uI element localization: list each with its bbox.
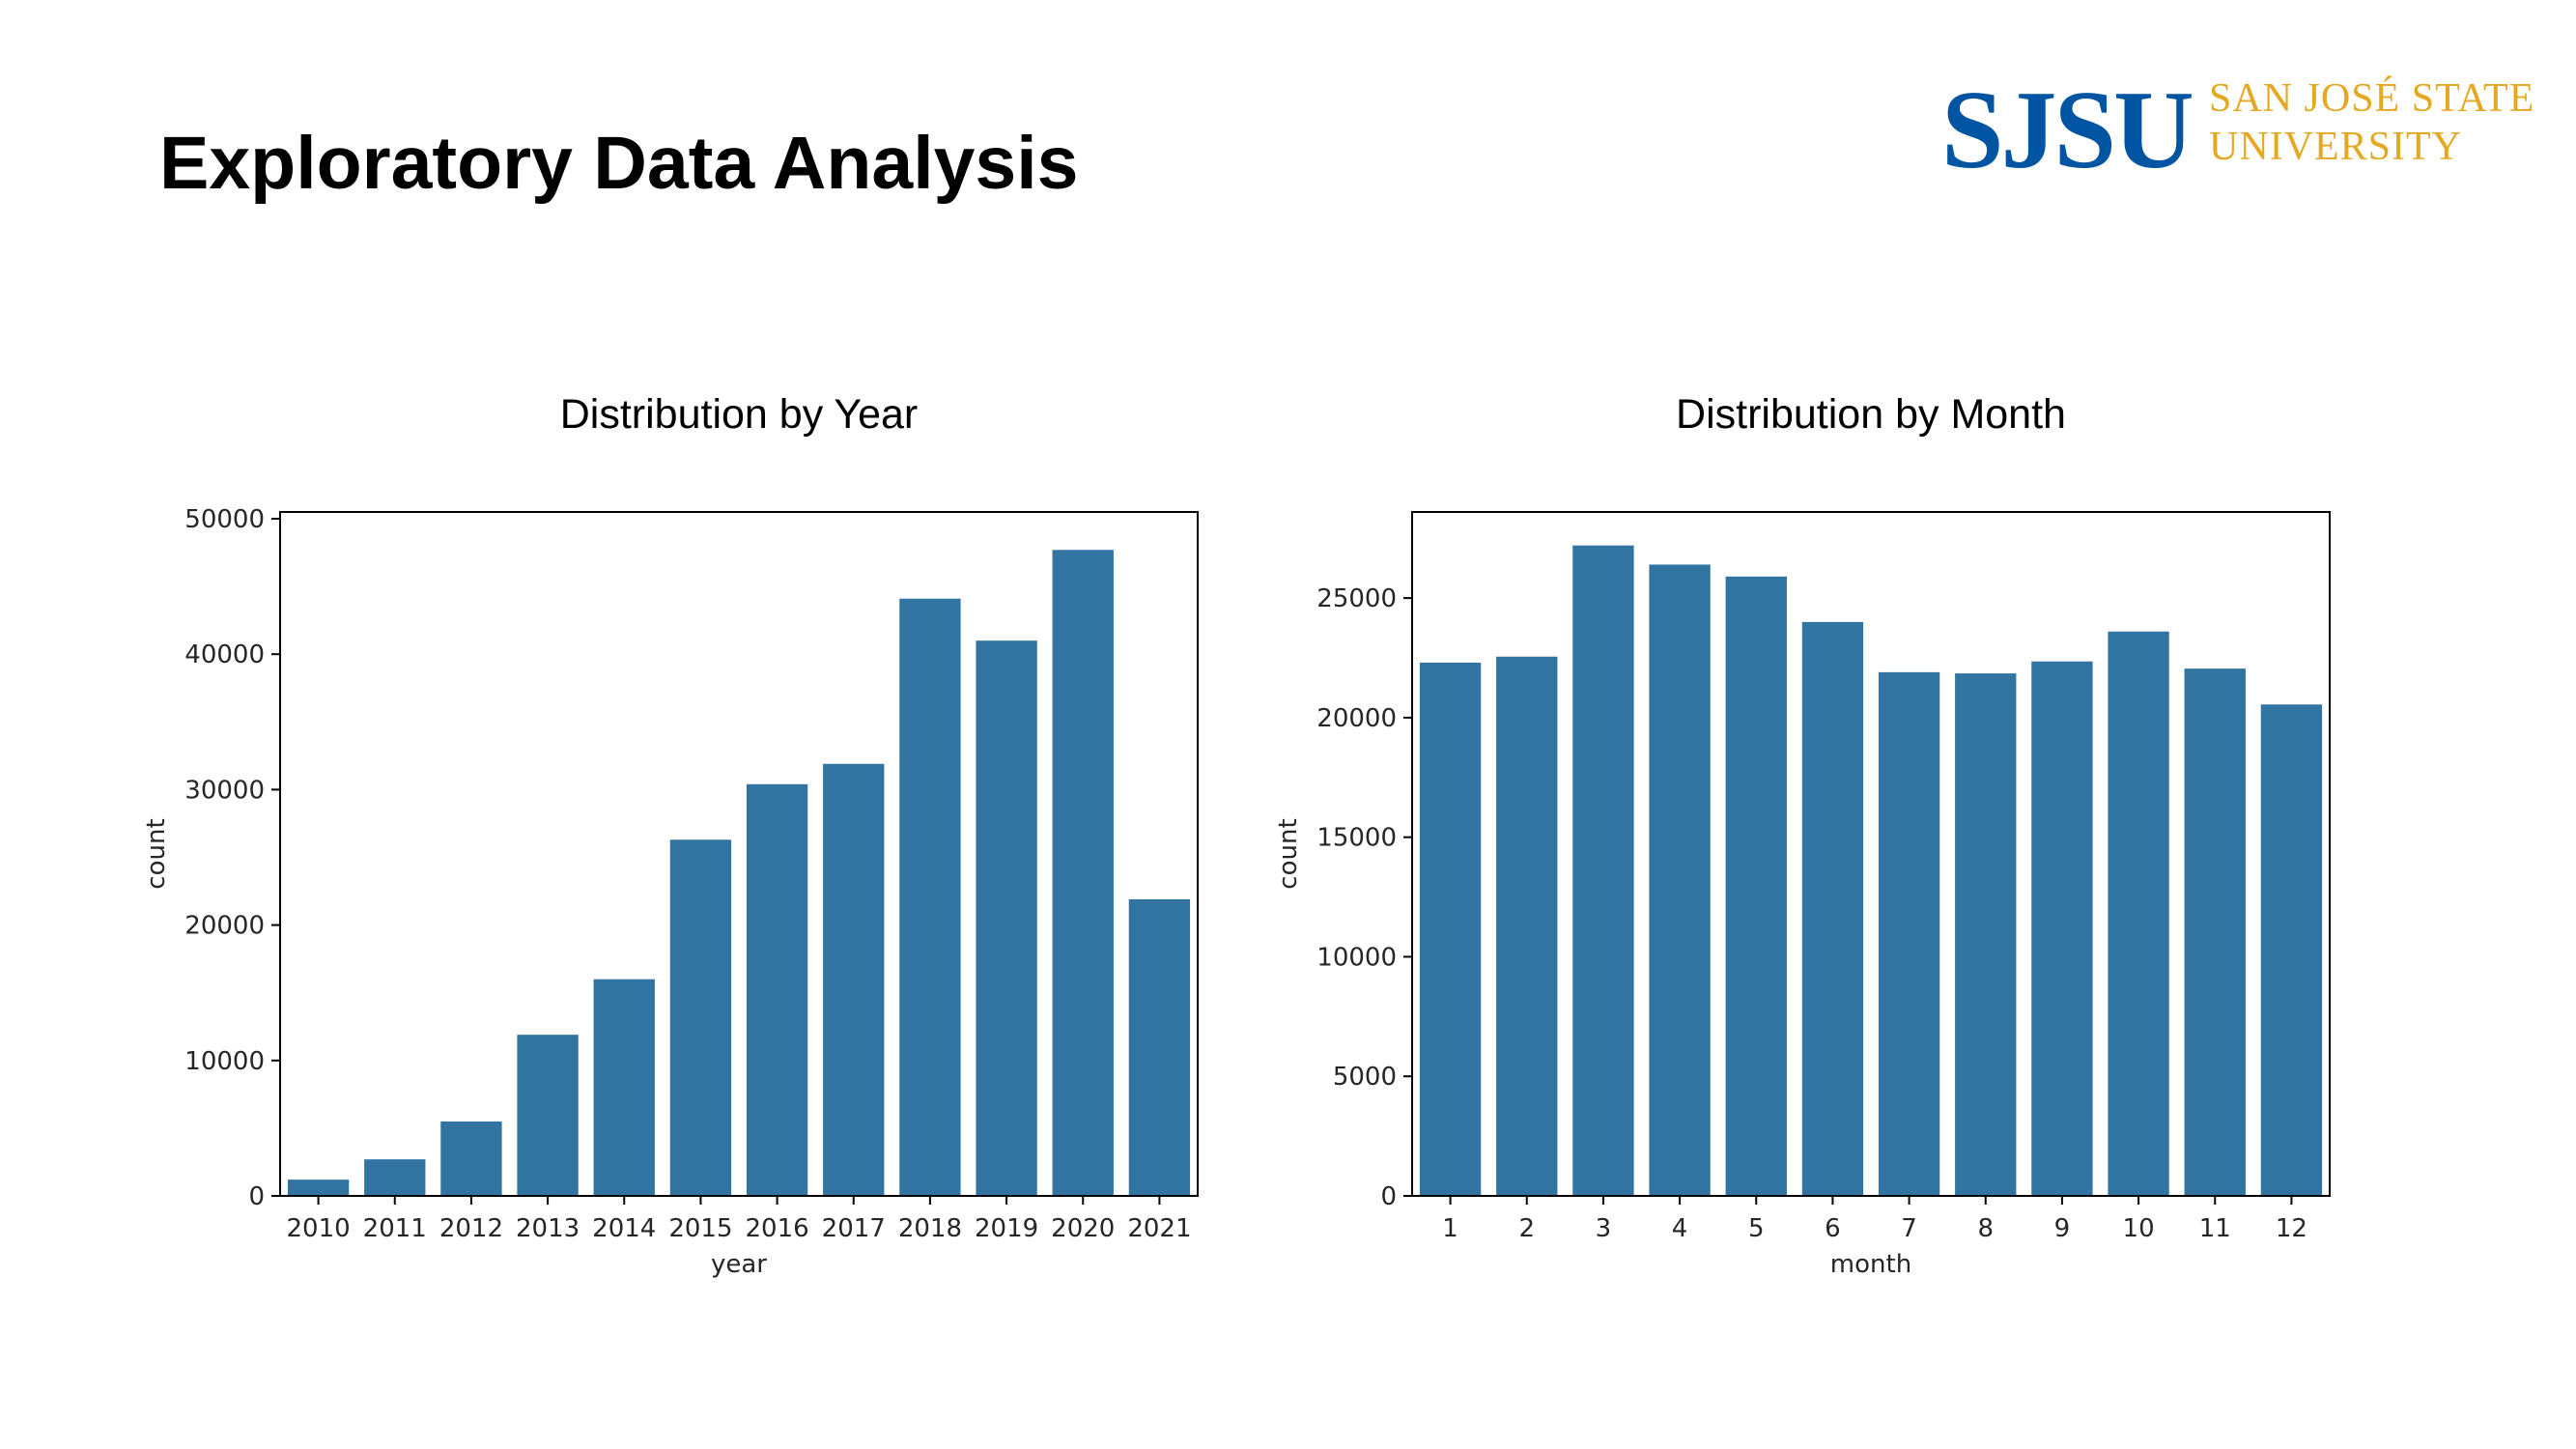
bar-2011 [364, 1159, 426, 1196]
bar-2021 [1128, 898, 1191, 1196]
bar-5 [1725, 576, 1787, 1196]
logo-university-line-2: UNIVERSITY [2209, 125, 2462, 169]
sjsu-logo: SJSU SAN JOSÉ STATE UNIVERSITY [1941, 68, 2534, 193]
x-tick-label: 9 [2054, 1214, 2071, 1243]
chart-title-month: Distribution by Month [1676, 391, 2066, 438]
x-tick-label: 2017 [822, 1214, 886, 1243]
bar-3 [1572, 545, 1634, 1196]
bar-2019 [976, 640, 1037, 1196]
bar-7 [1878, 671, 1940, 1196]
bar-12 [2260, 704, 2323, 1196]
x-tick-label: 12 [2276, 1214, 2307, 1243]
bar-2013 [517, 1035, 579, 1196]
x-tick-label: 4 [1672, 1214, 1688, 1243]
y-tick-label: 40000 [184, 640, 265, 669]
bar-2014 [593, 979, 655, 1196]
x-tick-label: 2012 [439, 1214, 503, 1243]
bar-9 [2031, 661, 2093, 1196]
bar-2018 [899, 598, 961, 1196]
x-tick-label: 2011 [363, 1214, 427, 1243]
y-tick-label: 25000 [1316, 584, 1397, 613]
x-tick-label: 2018 [898, 1214, 962, 1243]
y-tick-label: 10000 [1316, 943, 1397, 972]
logo-mark: SJSU [1941, 69, 2194, 192]
y-tick-label: 20000 [1316, 704, 1397, 733]
y-tick-label: 5000 [1333, 1063, 1397, 1092]
bar-2017 [823, 763, 885, 1196]
x-tick-label: 2019 [975, 1214, 1038, 1243]
x-tick-label: 2021 [1127, 1214, 1191, 1243]
bar-1 [1419, 662, 1482, 1196]
x-tick-label: 10 [2123, 1214, 2155, 1243]
bar-2016 [746, 783, 808, 1196]
y-tick-label: 0 [248, 1182, 265, 1211]
x-tick-label: 2 [1518, 1214, 1535, 1243]
x-axis-label: month [1830, 1250, 1911, 1279]
y-tick-label: 10000 [184, 1047, 265, 1076]
slide-title: Exploratory Data Analysis [159, 122, 1079, 205]
y-tick-label: 0 [1380, 1182, 1397, 1211]
y-tick-label: 30000 [184, 776, 265, 805]
plot-frame [1411, 511, 2331, 1197]
x-tick-label: 5 [1748, 1214, 1765, 1243]
x-tick-label: 2013 [516, 1214, 580, 1243]
x-tick-label: 2015 [668, 1214, 732, 1243]
y-tick-label: 15000 [1316, 824, 1397, 853]
bar-2010 [287, 1179, 350, 1196]
bar-8 [1955, 673, 2017, 1196]
x-tick-label: 8 [1977, 1214, 1994, 1243]
x-axis-label: year [711, 1250, 767, 1279]
x-tick-label: 2016 [745, 1214, 808, 1243]
x-tick-label: 2014 [592, 1214, 656, 1243]
y-tick-label: 50000 [184, 505, 265, 534]
x-tick-label: 2010 [286, 1214, 350, 1243]
bar-4 [1649, 564, 1711, 1196]
bar-10 [2108, 631, 2169, 1196]
bar-2015 [669, 839, 732, 1196]
plot-frame [279, 511, 1199, 1197]
chart-title-year: Distribution by Year [559, 391, 919, 438]
y-axis-label: count [142, 818, 171, 889]
logo-university-line-1: SAN JOSÉ STATE [2209, 76, 2535, 121]
bar-2012 [440, 1121, 502, 1196]
x-tick-label: 2020 [1051, 1214, 1115, 1243]
bar-11 [2184, 668, 2246, 1196]
x-tick-label: 11 [2199, 1214, 2231, 1243]
y-axis-label: count [1274, 818, 1303, 889]
bar-2 [1496, 656, 1558, 1196]
y-tick-label: 20000 [184, 912, 265, 941]
x-tick-label: 3 [1596, 1214, 1612, 1243]
bar-2020 [1052, 550, 1114, 1196]
x-tick-label: 1 [1442, 1214, 1458, 1243]
x-tick-label: 6 [1825, 1214, 1841, 1243]
x-tick-label: 7 [1901, 1214, 1917, 1243]
bar-6 [1801, 621, 1864, 1196]
